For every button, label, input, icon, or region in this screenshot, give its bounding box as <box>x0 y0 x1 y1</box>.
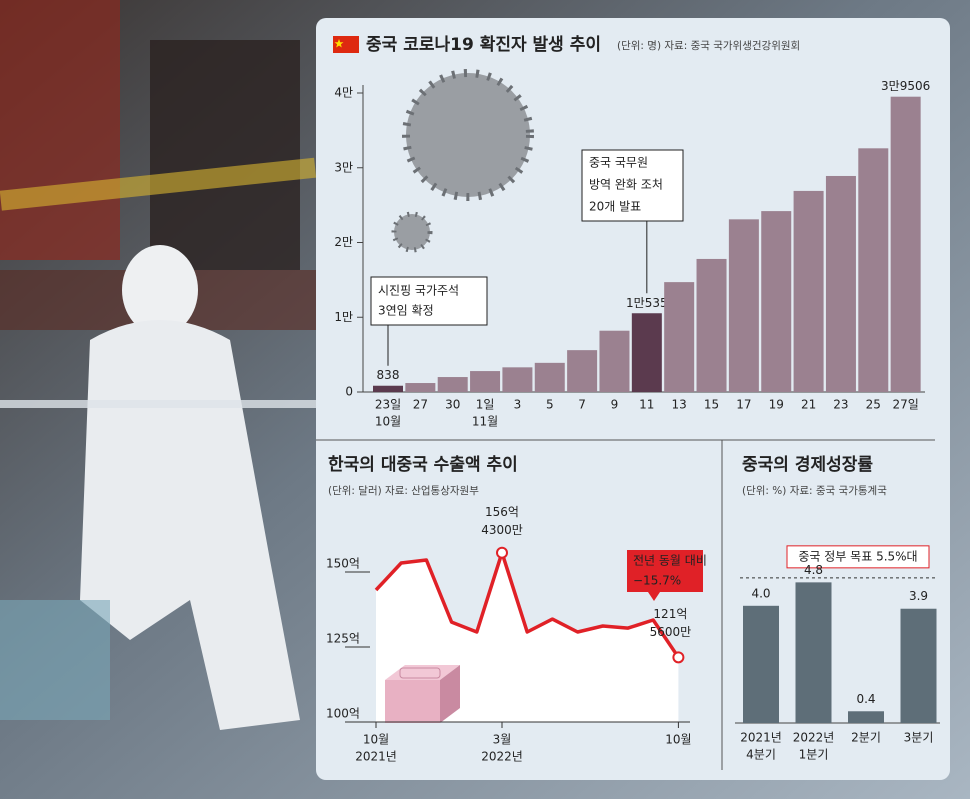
value-label: 121억 <box>653 607 687 621</box>
x-tick-label: 2021년 <box>355 750 397 764</box>
x-tick-label: 17 <box>736 398 751 412</box>
x-tick-label: 21 <box>801 398 816 412</box>
x-tick-label: 27일 <box>892 398 918 412</box>
chart-title: 한국의 대중국 수출액 추이 <box>328 455 518 475</box>
bar <box>728 219 759 392</box>
y-tick-label: 150억 <box>326 557 360 571</box>
annotation: 방역 완화 조처 <box>589 178 663 192</box>
annotation: 3연임 확정 <box>378 304 434 318</box>
x-tick-label: 9 <box>611 398 619 412</box>
value-label: 4.0 <box>751 586 770 600</box>
annotation-box <box>370 276 488 326</box>
marker <box>672 651 685 664</box>
y-tick-label: 100억 <box>326 707 360 721</box>
annotation-box <box>581 149 684 222</box>
bar <box>437 377 468 392</box>
gift-box <box>385 665 460 723</box>
annotation: 시진핑 국가주석 <box>378 284 459 298</box>
value-label: 4300만 <box>481 523 523 537</box>
y-tick-label: 125억 <box>326 632 360 646</box>
bar <box>890 96 921 392</box>
y-tick-label: 1만 <box>334 310 353 324</box>
chart-title: 중국 코로나19 확진자 발생 추이 <box>366 35 601 55</box>
value-label: 5600만 <box>650 625 692 639</box>
bar <box>373 385 403 392</box>
x-tick-label: 13 <box>672 398 687 412</box>
chart-title: 중국의 경제성장률 <box>742 455 873 475</box>
y-tick-label: 4만 <box>334 86 353 100</box>
x-tick-label: 4분기 <box>746 748 776 762</box>
x-tick-label: 25 <box>866 398 881 412</box>
value-label: 156억 <box>485 505 519 519</box>
line <box>374 550 680 659</box>
x-tick-label: 23 <box>833 398 848 412</box>
value-label: 838 <box>377 368 400 382</box>
x-tick-label: 2분기 <box>851 731 881 745</box>
annotation: 전년 동월 대비 <box>633 554 707 568</box>
bar <box>743 605 779 723</box>
x-tick-label: 7 <box>578 398 586 412</box>
value-label: 4.8 <box>804 563 823 577</box>
x-tick-label: 3 <box>514 398 522 412</box>
x-tick-label: 3월 <box>493 733 512 747</box>
x-tick-label: 2021년 <box>740 731 782 745</box>
bar <box>858 148 889 392</box>
annotation: 20개 발표 <box>589 200 641 214</box>
x-tick-label: 2022년 <box>481 750 523 764</box>
bar <box>795 582 832 723</box>
bar <box>405 383 436 392</box>
target-label: 중국 정부 목표 5.5%대 <box>798 549 917 563</box>
x-tick-label: 10월 <box>375 415 401 429</box>
annotation-pointer <box>648 592 660 601</box>
bar <box>631 313 662 392</box>
bar <box>900 608 937 723</box>
chart-subtitle: (단위: %) 자료: 중국 국가통계국 <box>742 484 887 497</box>
y-tick-label: 3만 <box>334 160 353 174</box>
chart-subtitle: (단위: 달러) 자료: 산업통상자원부 <box>328 484 479 497</box>
x-tick-label: 3분기 <box>904 731 934 745</box>
bar <box>567 350 598 392</box>
x-tick-label: 23일 <box>375 398 401 412</box>
x-tick-label: 11 <box>639 398 654 412</box>
x-tick-label: 1일 <box>476 398 495 412</box>
flag <box>333 36 359 53</box>
bar <box>848 711 884 723</box>
x-tick-label: 30 <box>445 398 460 412</box>
annotation: −15.7% <box>633 574 681 588</box>
target-box <box>786 545 930 569</box>
bar <box>793 190 824 392</box>
x-tick-label: 10월 <box>363 733 389 747</box>
y-tick-label: 0 <box>345 385 353 399</box>
bar <box>599 330 630 392</box>
x-tick-label: 5 <box>546 398 554 412</box>
x-tick-label: 15 <box>704 398 719 412</box>
bar <box>470 371 501 392</box>
x-tick-label: 2022년 <box>793 731 835 745</box>
x-tick-label: 11월 <box>472 415 498 429</box>
panel <box>316 18 950 780</box>
bar <box>761 211 792 392</box>
chart-subtitle: (단위: 명) 자료: 중국 국가위생건강위원회 <box>617 39 800 52</box>
value-label: 1만535 <box>626 296 668 310</box>
bar <box>534 362 565 392</box>
bar <box>664 282 695 392</box>
x-tick-label: 1분기 <box>799 748 829 762</box>
bar <box>696 258 727 392</box>
value-label: 3만9506 <box>881 79 930 93</box>
annotation: 중국 국무원 <box>589 156 648 170</box>
marker <box>496 546 508 559</box>
annotation-box <box>627 550 703 592</box>
x-tick-label: 27 <box>413 398 428 412</box>
value-label: 3.9 <box>909 589 928 603</box>
bar <box>825 175 856 392</box>
x-tick-label: 10월 <box>665 733 691 747</box>
bar <box>502 367 533 392</box>
x-tick-label: 19 <box>769 398 784 412</box>
y-tick-label: 2만 <box>334 235 353 249</box>
value-label: 0.4 <box>856 692 875 706</box>
virus-illustration <box>391 69 534 253</box>
